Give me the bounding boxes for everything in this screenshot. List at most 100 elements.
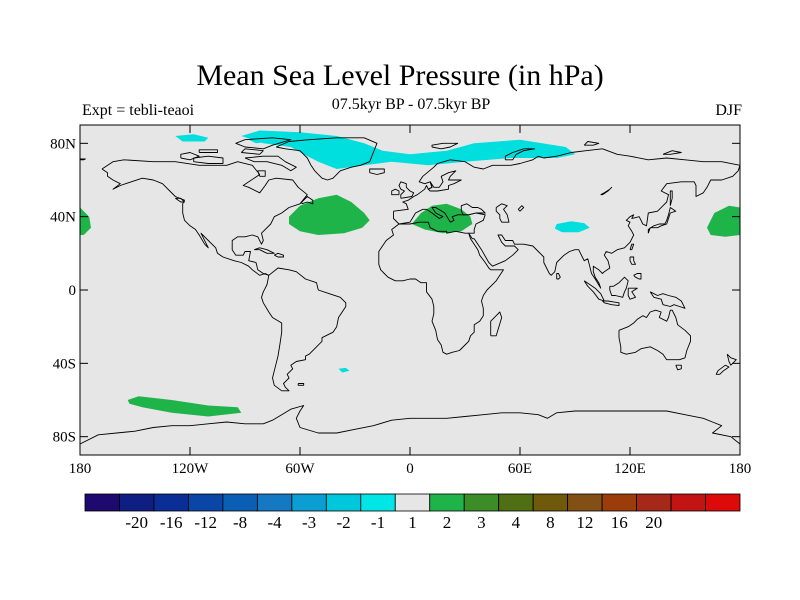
x-tick-label: 120W (172, 461, 210, 477)
colorbar-swatch (532, 493, 569, 512)
x-tick-label: 60W (285, 461, 315, 477)
colorbar-label: 8 (546, 513, 555, 532)
colorbar-swatch (670, 493, 706, 512)
experiment-label: Expt = tebli-teaoi (82, 102, 195, 119)
colorbar-swatch (601, 493, 637, 512)
mediterranean-positive-anomaly (411, 203, 473, 234)
coastline-wrangel-island (80, 158, 86, 161)
coastline-baffin-island (244, 155, 297, 172)
coastline-antarctica (79, 405, 741, 445)
y-tick-label: 0 (69, 283, 77, 299)
y-tick-label: 40N (50, 210, 76, 226)
colorbar-swatch (567, 493, 603, 512)
coastline-falkland-islands (297, 383, 305, 386)
colorbar-label: 3 (477, 513, 486, 532)
tibet-negative-anomaly (554, 221, 590, 233)
colorbar-label: 4 (512, 513, 521, 532)
arctic-west-negative-anomaly (175, 134, 209, 142)
coastline-banks-island (180, 152, 200, 161)
coastline-new-siberian-islands (662, 150, 682, 155)
colorbar-swatch (84, 493, 120, 512)
coastline-cuba (254, 247, 275, 254)
axis-ticks: 80N 40N 0 40S 80S 180 120W 60W 0 60E 120E 180 (50, 125, 751, 477)
coastline-newfoundland (301, 196, 314, 205)
coastline-black-sea (460, 203, 486, 216)
y-tick-label: 40S (53, 356, 76, 372)
coastline-great-britain (398, 181, 415, 199)
coastline-luzon (629, 256, 636, 265)
coastline-hudson-bay-island (257, 170, 266, 177)
x-tick-label: 180 (729, 461, 752, 477)
colorbar-label: 1 (408, 513, 417, 532)
colorbar-swatch (498, 493, 534, 512)
x-tick-label: 60E (508, 461, 532, 477)
colorbar-swatch (429, 493, 465, 512)
coastline-baltic-scandinavia (427, 170, 462, 192)
north-atlantic-positive-anomaly (289, 194, 370, 235)
colorbar-swatch (705, 493, 741, 512)
anomaly-layer (80, 130, 740, 417)
coastline-japan (647, 207, 677, 234)
colorbar-label: -12 (194, 513, 217, 532)
coastline-lake-baikal (600, 186, 613, 196)
colorbar-label: 2 (443, 513, 452, 532)
colorbar-swatch (222, 493, 258, 512)
coastline-severnaya-zemlya (583, 141, 600, 146)
coastline-hispaniola (274, 252, 284, 258)
colorbar-swatch (291, 493, 327, 512)
coastline-tasmania (675, 364, 682, 371)
colorbar-swatch (394, 493, 431, 512)
coastline-africa (378, 221, 504, 355)
colorbar-swatch (119, 493, 155, 512)
colorbar-swatch (153, 493, 189, 512)
colorbar-label: -2 (337, 513, 351, 532)
map-title: Mean Sea Level Pressure (in hPa) (196, 59, 604, 92)
colorbar-label: -20 (125, 513, 148, 532)
colorbar-label: 12 (576, 513, 593, 532)
colorbar-swatch (325, 493, 362, 512)
arctic-negative-anomaly (241, 130, 576, 169)
colorbar-label: -4 (268, 513, 283, 532)
north-pacific-west-positive-anomaly (707, 205, 740, 237)
coastline-australia (618, 309, 691, 361)
coastline-melville-island (198, 149, 218, 153)
coastline-vancouver-island (175, 197, 185, 203)
south-atlantic-negative-anomaly (338, 367, 350, 373)
coastline-mindanao (633, 273, 642, 280)
coastline-madagascar (490, 311, 503, 337)
colorbar-label: -8 (233, 513, 247, 532)
coastline-svalbard (431, 142, 459, 150)
coastline-iceland (369, 168, 385, 175)
colorbar-label: 20 (645, 513, 662, 532)
x-tick-label: 120E (614, 461, 646, 477)
coastline-sulawesi (627, 287, 638, 300)
colorbar: -20 -16 -12 -8 -4 -3 -2 -1 1 2 3 4 8 12 16 20 (84, 493, 741, 532)
colorbar-swatch (463, 493, 500, 512)
x-tick-label: 180 (69, 461, 92, 477)
coastline-new-guinea (649, 291, 686, 309)
coastline-novaya-zemlya (504, 148, 536, 161)
season-label: DJF (715, 102, 742, 119)
coastline-south-america (261, 267, 347, 392)
y-tick-label: 80N (50, 136, 76, 152)
southern-ocean-positive-anomaly (127, 396, 242, 417)
coastline-greenland (276, 137, 378, 181)
colorbar-label: -1 (371, 513, 385, 532)
colorbar-swatch (256, 493, 293, 512)
colorbar-swatch (360, 493, 396, 512)
colorbar-label: -16 (160, 513, 183, 532)
north-pacific-east-positive-anomaly (80, 207, 91, 235)
coastline-ellesmere-island (235, 137, 292, 150)
map-subtitle: 07.5kyr BP - 07.5kyr BP (331, 96, 491, 113)
coastline-java (602, 300, 620, 307)
x-tick-label: 0 (406, 461, 414, 477)
coastline-devon-island (240, 148, 264, 155)
coastline-caspian-sea (495, 203, 510, 223)
colorbar-swatch (188, 493, 224, 512)
coastline-ireland (391, 188, 400, 196)
coastline-layer (79, 137, 741, 445)
coastline-sakhalin (669, 190, 673, 206)
map-background (80, 125, 740, 455)
coastline-taiwan (629, 243, 635, 251)
